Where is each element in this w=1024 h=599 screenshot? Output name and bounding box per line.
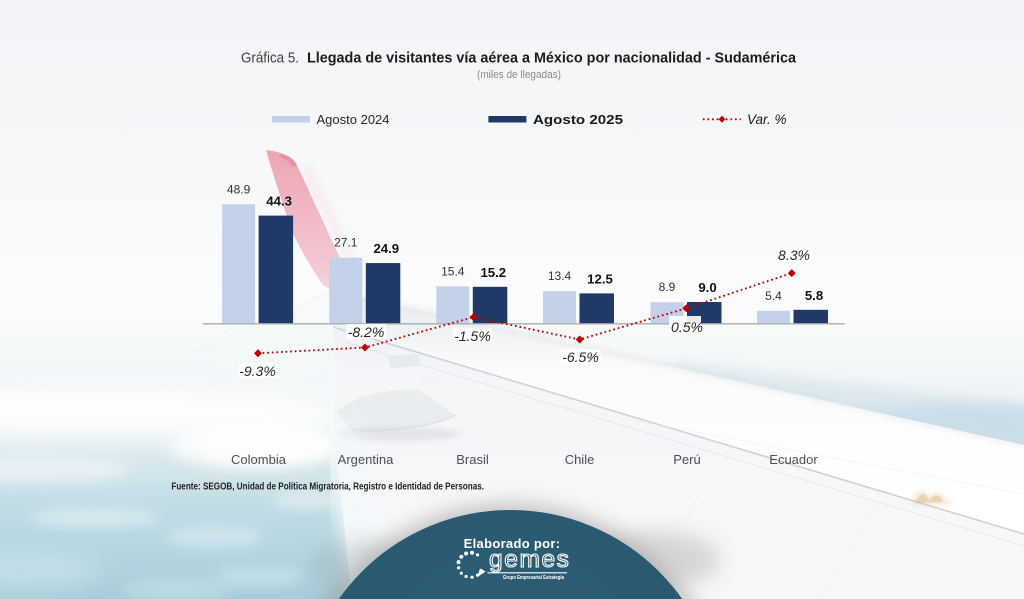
svg-text:-1.5%: -1.5%	[454, 328, 491, 344]
svg-text:Chile: Chile	[565, 452, 595, 467]
svg-text:5.8: 5.8	[805, 288, 823, 303]
svg-text:Agosto 2025: Agosto 2025	[533, 112, 623, 127]
svg-text:-9.3%: -9.3%	[239, 363, 276, 379]
svg-text:Llegada de visitantes vía aére: Llegada de visitantes vía aérea a México…	[307, 51, 797, 67]
svg-text:Fuente: SEGOB, Unidad de Polít: Fuente: SEGOB, Unidad de Política Migrat…	[171, 481, 484, 492]
svg-text:13.4: 13.4	[548, 269, 572, 283]
svg-text:48.9: 48.9	[227, 182, 251, 196]
svg-text:Agosto 2024: Agosto 2024	[317, 112, 390, 127]
svg-text:15.4: 15.4	[441, 264, 465, 278]
svg-text:44.3: 44.3	[266, 194, 292, 209]
svg-text:Colombia: Colombia	[231, 452, 287, 467]
svg-text:-8.2%: -8.2%	[348, 324, 385, 340]
svg-text:8.3%: 8.3%	[778, 247, 810, 263]
svg-text:5.4: 5.4	[765, 289, 782, 303]
svg-text:0.5%: 0.5%	[671, 319, 703, 335]
svg-text:(miles de llegadas): (miles de llegadas)	[477, 69, 561, 81]
svg-text:15.2: 15.2	[480, 265, 506, 280]
svg-text:9.0: 9.0	[698, 280, 716, 295]
svg-text:Ecuador: Ecuador	[769, 452, 818, 467]
svg-text:27.1: 27.1	[334, 236, 358, 250]
svg-text:Grupo Empresarial Estrategia: Grupo Empresarial Estrategia	[503, 575, 564, 581]
svg-text:Brasil: Brasil	[456, 452, 489, 467]
svg-text:Argentina: Argentina	[338, 452, 394, 467]
svg-text:Gráfica 5.: Gráfica 5.	[241, 51, 299, 67]
svg-text:Perú: Perú	[673, 452, 700, 467]
svg-text:-6.5%: -6.5%	[562, 349, 599, 365]
svg-text:12.5: 12.5	[587, 271, 613, 286]
svg-text:Var. %: Var. %	[747, 112, 787, 127]
svg-text:Elaborado por:: Elaborado por:	[464, 536, 561, 551]
svg-text:24.9: 24.9	[373, 241, 399, 256]
svg-text:gemes: gemes	[489, 546, 571, 573]
svg-text:8.9: 8.9	[659, 280, 676, 294]
